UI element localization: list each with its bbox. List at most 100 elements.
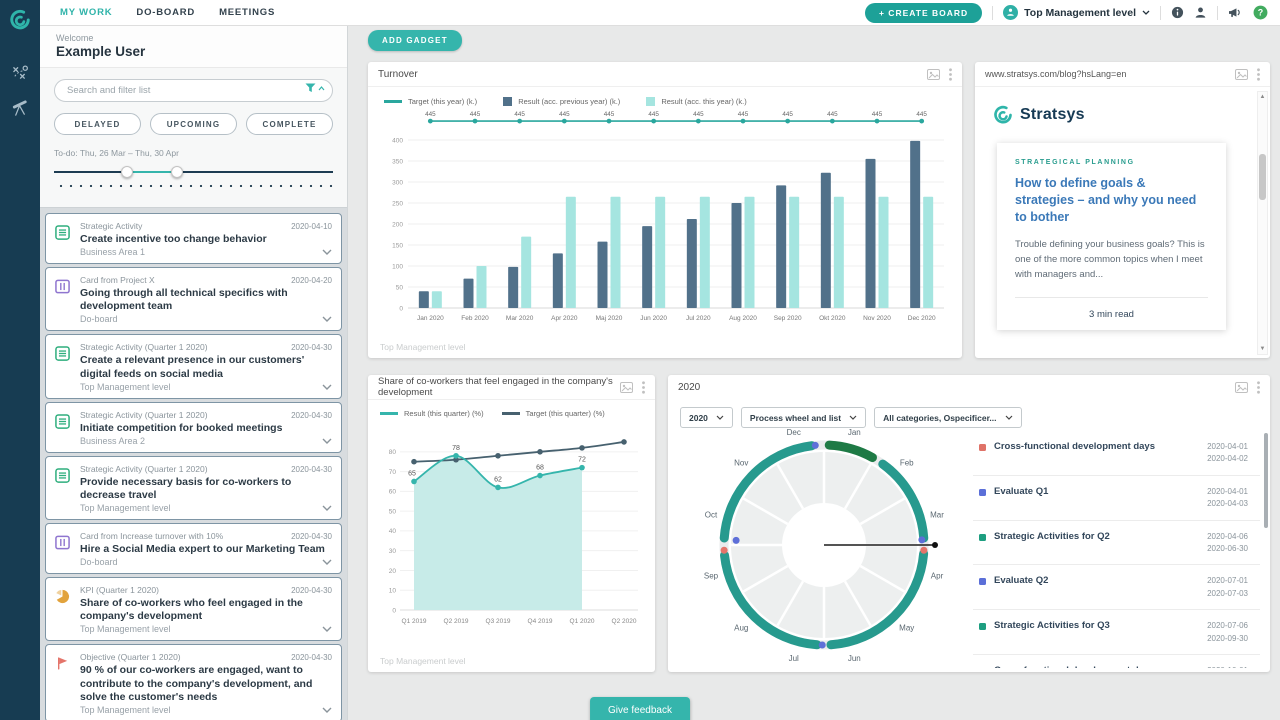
- year-select[interactable]: 2020: [680, 407, 733, 428]
- chevron-down-icon[interactable]: [322, 438, 332, 444]
- telescope-icon[interactable]: [0, 90, 40, 126]
- svg-text:68: 68: [536, 465, 544, 472]
- nav-my-work[interactable]: MY WORK: [60, 7, 113, 18]
- scroll-down-icon[interactable]: ▼: [1259, 346, 1266, 352]
- flag-icon: [46, 645, 78, 720]
- create-board-button[interactable]: + CREATE BOARD: [864, 2, 983, 23]
- slider-handle-start[interactable]: [120, 166, 133, 178]
- task-card[interactable]: Strategic Activity 2020-04-10 Create inc…: [45, 213, 342, 265]
- svg-text:May: May: [899, 624, 914, 633]
- activity-dates: 2020-07-01 2020-07-03: [1207, 576, 1248, 598]
- widget-title: www.stratsys.com/blog?hsLang=en: [985, 69, 1127, 79]
- info-icon[interactable]: [1171, 6, 1184, 19]
- task-card[interactable]: Strategic Activity (Quarter 1 2020) 2020…: [45, 401, 342, 453]
- card-title: Provide necessary basis for co-workers t…: [80, 475, 292, 501]
- divider: [992, 5, 994, 20]
- task-card[interactable]: Strategic Activity (Quarter 1 2020) 2020…: [45, 334, 342, 399]
- view-mode-select[interactable]: Process wheel and list: [740, 407, 867, 428]
- svg-text:Jul: Jul: [789, 654, 799, 663]
- stratsys-logo-icon[interactable]: [0, 0, 40, 40]
- svg-text:Sep 2020: Sep 2020: [774, 315, 802, 322]
- engagement-widget: Share of co-workers that feel engaged in…: [368, 375, 655, 672]
- card-due-date: 2020-04-30: [291, 532, 332, 541]
- widget-title: Share of co-workers that feel engaged in…: [378, 376, 613, 398]
- export-image-icon[interactable]: [927, 68, 940, 80]
- svg-text:Feb: Feb: [900, 458, 914, 467]
- scroll-thumb[interactable]: [1259, 154, 1266, 200]
- svg-text:445: 445: [693, 111, 704, 118]
- legend-label: Target (this quarter) (%): [525, 409, 605, 418]
- user-icon[interactable]: [1194, 6, 1207, 19]
- org-level-dropdown[interactable]: Top Management level: [1003, 5, 1150, 20]
- activity-list-item[interactable]: Evaluate Q1 2020-04-01 2020-04-03: [973, 476, 1260, 521]
- svg-text:445: 445: [872, 111, 883, 118]
- user-name: Example User: [56, 44, 146, 59]
- kebab-menu-icon[interactable]: [1257, 67, 1260, 81]
- search-input[interactable]: [54, 79, 333, 102]
- chevron-down-icon[interactable]: [322, 626, 332, 633]
- svg-text:445: 445: [559, 111, 570, 118]
- task-card[interactable]: Card from Increase turnover with 10% 202…: [45, 523, 342, 575]
- svg-text:Jan 2020: Jan 2020: [417, 315, 444, 322]
- add-gadget-button[interactable]: ADD GADGET: [368, 30, 462, 51]
- svg-text:Q1 2019: Q1 2019: [402, 618, 427, 625]
- export-image-icon[interactable]: [1235, 382, 1248, 393]
- view-mode-value: Process wheel and list: [749, 412, 842, 423]
- list-icon: [46, 457, 78, 519]
- filter-icon[interactable]: [305, 83, 325, 93]
- filter-complete-button[interactable]: COMPLETE: [246, 113, 333, 135]
- chevron-down-icon[interactable]: [322, 249, 332, 256]
- card-type-label: Card from Increase turnover with 10%: [80, 531, 224, 541]
- task-card[interactable]: Objective (Quarter 1 2020) 2020-04-30 90…: [45, 644, 342, 720]
- chevron-down-icon[interactable]: [322, 316, 332, 323]
- export-image-icon[interactable]: [620, 381, 633, 393]
- date-range-slider[interactable]: [54, 165, 333, 179]
- activity-list-item[interactable]: Strategic Activities for Q2 2020-04-06 2…: [973, 521, 1260, 566]
- svg-text:72: 72: [578, 457, 586, 464]
- svg-text:445: 445: [827, 111, 838, 118]
- blog-article-card[interactable]: STRATEGICAL PLANNING How to define goals…: [997, 143, 1226, 331]
- scroll-thumb[interactable]: [1264, 433, 1268, 528]
- svg-text:350: 350: [392, 158, 403, 165]
- activity-list-item[interactable]: Cross-functional development days 2020-0…: [973, 431, 1260, 476]
- svg-text:Maj 2020: Maj 2020: [596, 315, 623, 322]
- activity-list-item[interactable]: Evaluate Q2 2020-07-01 2020-07-03: [973, 565, 1260, 611]
- task-card[interactable]: Strategic Activity (Quarter 1 2020) 2020…: [45, 455, 342, 520]
- task-card[interactable]: Card from Project X 2020-04-20 Going thr…: [45, 267, 342, 332]
- chevron-down-icon[interactable]: [322, 707, 332, 713]
- chevron-down-icon[interactable]: [322, 559, 332, 566]
- card-type-label: Strategic Activity: [80, 221, 143, 231]
- slider-handle-end[interactable]: [171, 166, 184, 178]
- kebab-menu-icon[interactable]: [949, 67, 952, 81]
- scrollbar[interactable]: ▲ ▼: [1257, 91, 1268, 355]
- svg-text:30: 30: [389, 548, 397, 555]
- svg-text:Q4 2019: Q4 2019: [528, 618, 553, 625]
- activity-list-item[interactable]: Strategic Activities for Q3 2020-07-06 2…: [973, 610, 1260, 655]
- scroll-up-icon[interactable]: ▲: [1259, 94, 1266, 100]
- filter-upcoming-button[interactable]: UPCOMING: [150, 113, 237, 135]
- kebab-menu-icon[interactable]: [1257, 381, 1260, 394]
- nav-meetings[interactable]: MEETINGS: [219, 7, 276, 18]
- category-select[interactable]: All categories, Ospecificer...: [874, 407, 1022, 428]
- chevron-down-icon[interactable]: [322, 505, 332, 511]
- filter-delayed-button[interactable]: DELAYED: [54, 113, 141, 135]
- nav-do-board[interactable]: DO-BOARD: [136, 7, 196, 18]
- strategy-tactics-icon[interactable]: [0, 54, 40, 90]
- task-card[interactable]: KPI (Quarter 1 2020) 2020-04-30 Share of…: [45, 577, 342, 642]
- chevron-down-icon[interactable]: [322, 384, 332, 390]
- svg-text:Nov: Nov: [734, 458, 748, 467]
- kebab-menu-icon[interactable]: [642, 380, 645, 394]
- activity-list-item[interactable]: Cross functional development days 2020-1…: [973, 655, 1260, 668]
- export-image-icon[interactable]: [1235, 68, 1248, 80]
- svg-text:200: 200: [392, 221, 403, 228]
- category-bullet: [979, 444, 986, 451]
- stratsys-logo-icon: [994, 105, 1012, 124]
- svg-text:0: 0: [392, 607, 396, 614]
- megaphone-icon[interactable]: [1228, 6, 1243, 19]
- svg-text:20: 20: [389, 568, 397, 575]
- help-icon[interactable]: ?: [1253, 5, 1268, 20]
- article-heading[interactable]: How to define goals & strategies – and w…: [1015, 176, 1197, 224]
- process-wheel: Jan Feb Mar Apr May Jun Jul Aug Sep Oct Nov Dec: [704, 428, 944, 663]
- main-nav: MY WORK DO-BOARD MEETINGS: [40, 7, 275, 18]
- give-feedback-button[interactable]: Give feedback: [590, 697, 690, 720]
